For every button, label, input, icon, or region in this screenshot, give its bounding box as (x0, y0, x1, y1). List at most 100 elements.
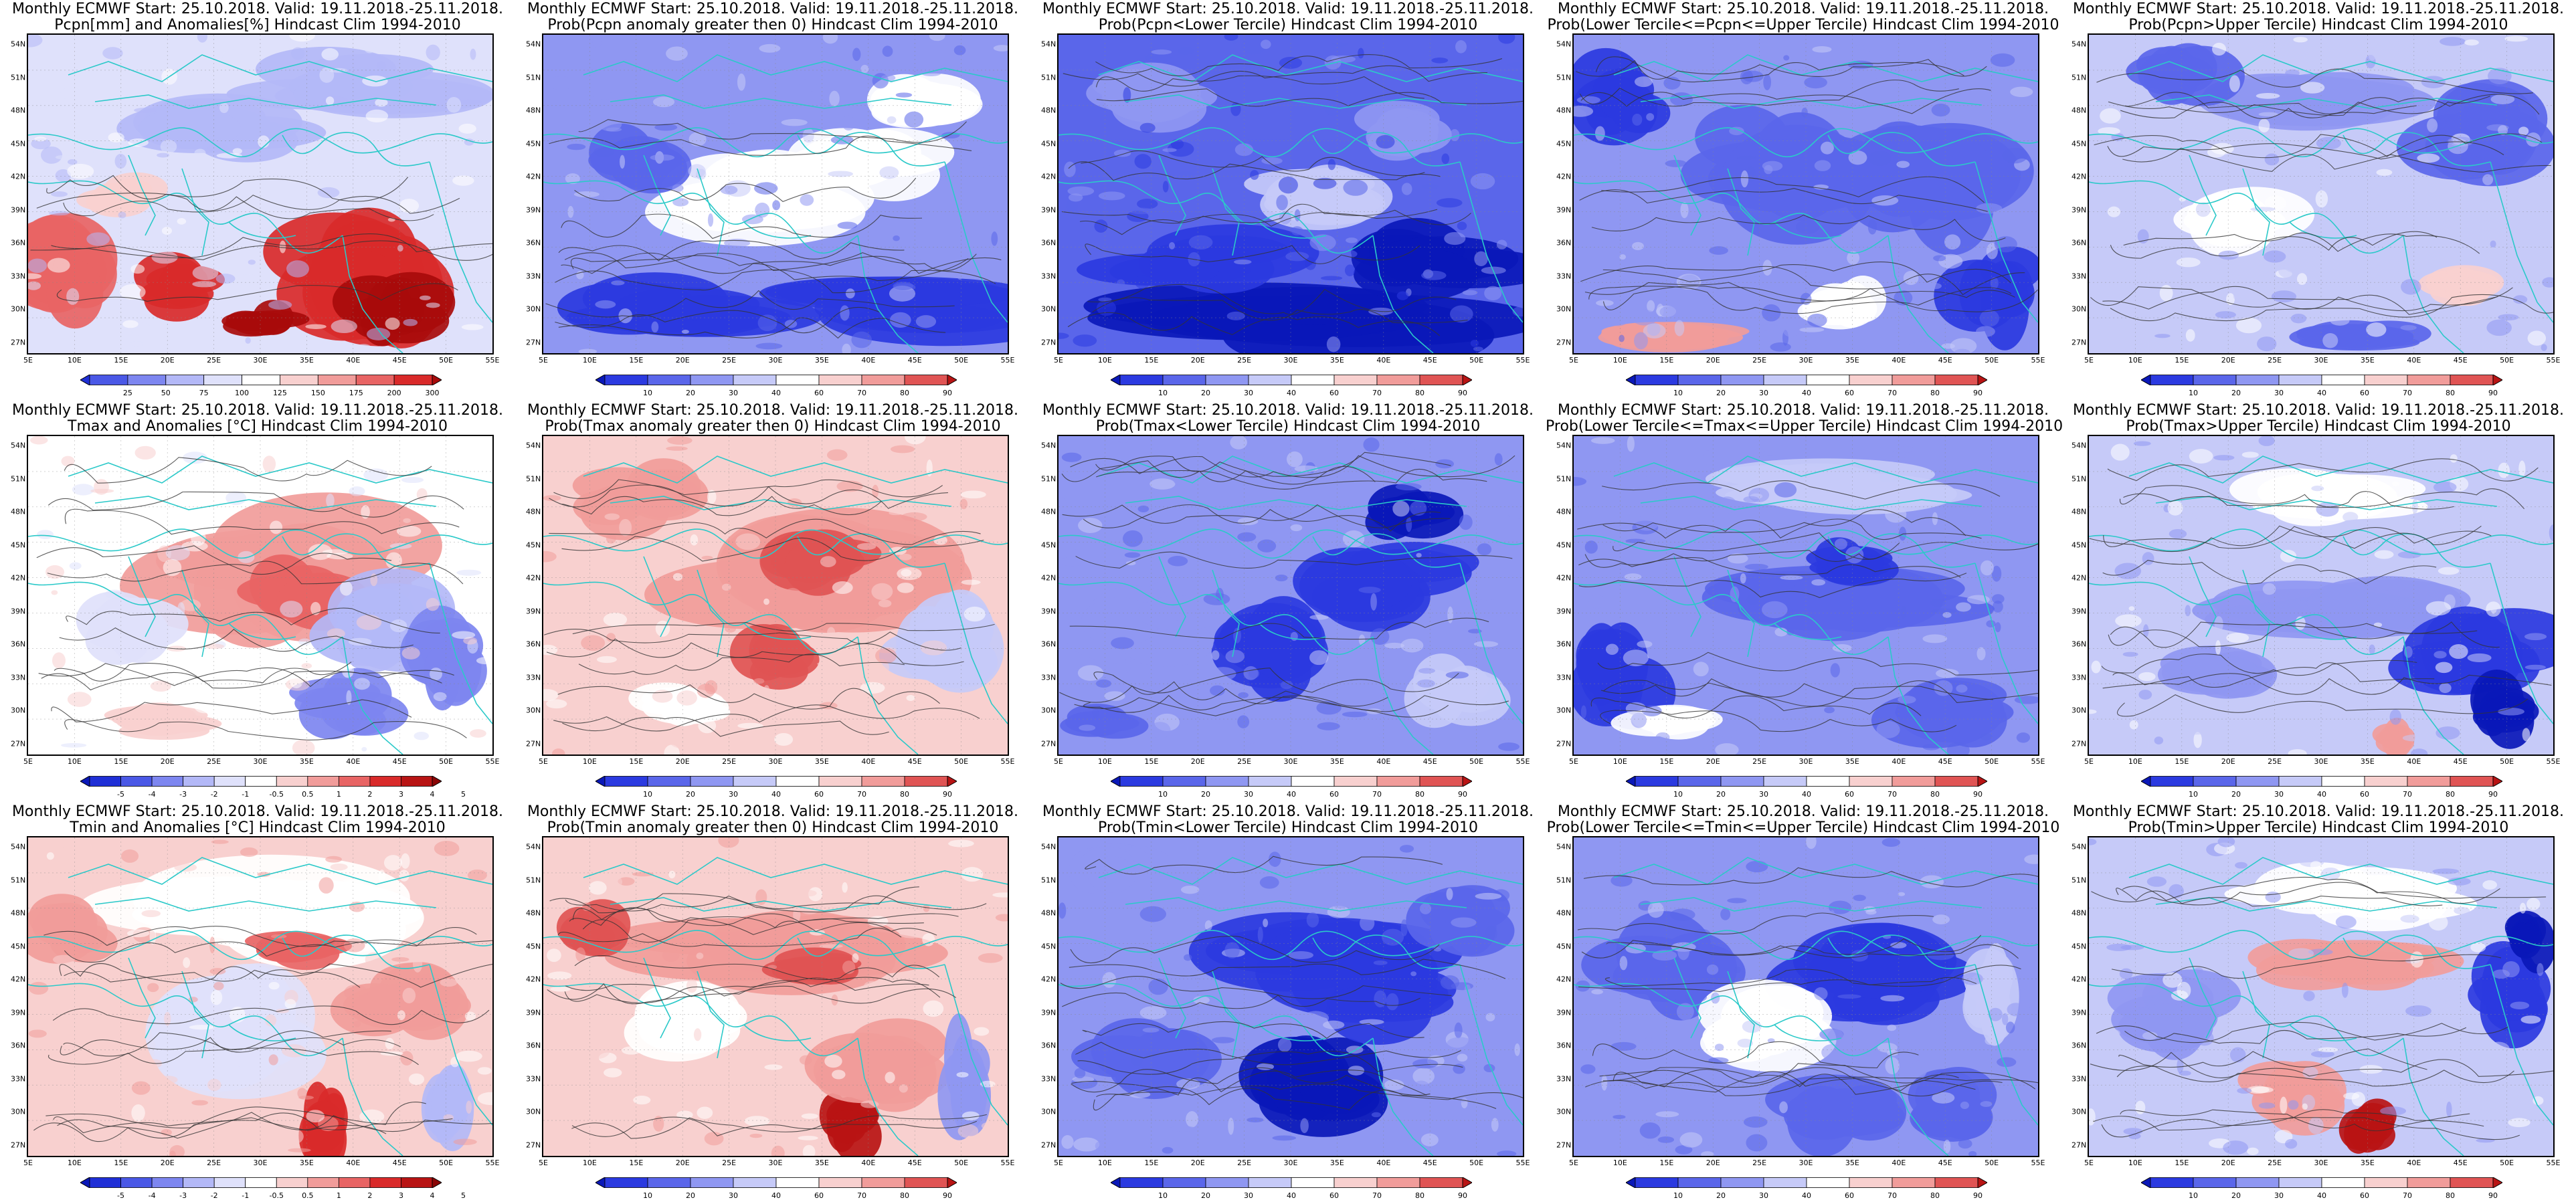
latitude-label: 39N (1556, 1008, 1572, 1017)
colorbar-label: 70 (1888, 389, 1897, 397)
longitude-label: 45E (907, 1159, 922, 1167)
colorbar-label: 80 (1415, 790, 1424, 799)
latitude-label: 39N (11, 607, 26, 616)
latitude-label: 51N (526, 73, 541, 82)
panel-title-line1: Monthly ECMWF Start: 25.10.2018. Valid: … (1042, 402, 1534, 419)
colorbar-label: 70 (1372, 790, 1382, 799)
longitude-label: 25E (1752, 757, 1767, 766)
latitude-label: 54N (1556, 842, 1572, 851)
latitude-label: 42N (11, 172, 26, 181)
colorbar (1626, 1177, 1987, 1188)
latitude-label: 30N (1041, 304, 1056, 314)
latitude-label: 42N (1556, 172, 1572, 181)
longitude-label: 10E (1613, 356, 1627, 365)
forecast-map-field (28, 35, 492, 353)
longitude-label: 10E (67, 757, 82, 766)
latitude-label: 36N (1041, 1041, 1056, 1050)
colorbar-label: 80 (1930, 790, 1940, 799)
latitude-label: 36N (11, 238, 26, 247)
colorbar-label: 40 (1802, 389, 1811, 397)
colorbar-label: 10 (1158, 389, 1168, 397)
colorbar (2141, 1177, 2502, 1188)
panel-title-line2: Prob(Tmax<Lower Tercile) Hindcast Clim 1… (1095, 418, 1481, 435)
longitude-label: 25E (1752, 356, 1767, 365)
latitude-label: 51N (526, 876, 541, 885)
colorbar-label: 60 (814, 790, 824, 799)
colorbar-label: 30 (1759, 389, 1768, 397)
forecast-map-field (543, 35, 1008, 353)
longitude-label: 30E (2314, 356, 2328, 365)
map-frame (1572, 836, 2039, 1157)
longitude-label: 30E (768, 757, 783, 766)
colorbar-label: 20 (1201, 1191, 1210, 1200)
colorbar-label: 10 (2189, 1191, 2198, 1200)
latitude-label: 27N (1041, 739, 1056, 748)
latitude-label: 39N (526, 1008, 541, 1017)
panel-title-line2: Prob(Pcpn anomaly greater then 0) Hindca… (547, 17, 998, 33)
latitude-label: 33N (11, 272, 26, 281)
latitude-label: 39N (1041, 607, 1056, 616)
colorbar-label: 60 (1845, 389, 1854, 397)
longitude-label: 25E (722, 356, 737, 365)
longitude-label: 20E (1190, 356, 1205, 365)
latitude-label: 30N (1556, 706, 1572, 715)
colorbar-label: 90 (943, 1191, 952, 1200)
map-frame (1057, 33, 1524, 355)
colorbar-label: 90 (2488, 790, 2498, 799)
latitude-label: 42N (1041, 975, 1056, 984)
colorbar-label: 80 (1415, 389, 1424, 397)
longitude-label: 40E (1376, 356, 1391, 365)
latitude-label: 51N (1041, 73, 1056, 82)
colorbar-label: 60 (814, 1191, 824, 1200)
colorbar-label: 10 (1158, 1191, 1168, 1200)
longitude-label: 10E (67, 356, 82, 365)
longitude-label: 30E (768, 356, 783, 365)
colorbar-label: 80 (2446, 389, 2455, 397)
latitude-label: 27N (1556, 739, 1572, 748)
colorbar-label: -4 (148, 1191, 156, 1200)
colorbar-label: 90 (943, 389, 952, 397)
latitude-label: 51N (1556, 876, 1572, 885)
latitude-label: 51N (1041, 474, 1056, 484)
longitude-label: 5E (1054, 1159, 1063, 1167)
latitude-label: 33N (526, 673, 541, 682)
latitude-label: 42N (526, 573, 541, 583)
colorbar-label: 40 (2317, 389, 2326, 397)
forecast-map-field (543, 837, 1008, 1156)
panel-title-line1: Monthly ECMWF Start: 25.10.2018. Valid: … (2072, 803, 2565, 820)
longitude-label: 5E (23, 1159, 33, 1167)
colorbar-label: 90 (1458, 1191, 1467, 1200)
colorbar-label: 70 (1888, 790, 1897, 799)
colorbar (2141, 375, 2502, 385)
latitude-label: 39N (526, 607, 541, 616)
longitude-label: 30E (2314, 757, 2328, 766)
colorbar-label: 10 (2189, 790, 2198, 799)
colorbar-label: -3 (179, 790, 187, 799)
panel-title-line1: Monthly ECMWF Start: 25.10.2018. Valid: … (527, 1, 1019, 17)
map-frame (2088, 33, 2555, 355)
longitude-label: 20E (1190, 1159, 1205, 1167)
latitude-label: 33N (11, 1074, 26, 1084)
colorbar-label: 3 (398, 790, 403, 799)
forecast-panel-tmax-1: Monthly ECMWF Start: 25.10.2018. Valid: … (0, 401, 515, 803)
colorbar-label: 20 (686, 389, 695, 397)
colorbar (80, 776, 442, 787)
panel-title-line1: Monthly ECMWF Start: 25.10.2018. Valid: … (1042, 803, 1534, 820)
latitude-label: 51N (11, 474, 26, 484)
longitude-label: 50E (439, 356, 454, 365)
colorbar-label: 20 (1201, 790, 1210, 799)
colorbar-label: 75 (199, 389, 209, 397)
longitude-label: 50E (439, 757, 454, 766)
latitude-label: 33N (1041, 1074, 1056, 1084)
longitude-label: 5E (2084, 1159, 2094, 1167)
latitude-label: 42N (526, 172, 541, 181)
latitude-label: 27N (2072, 338, 2087, 347)
longitude-label: 45E (392, 356, 407, 365)
map-frame (1572, 435, 2039, 756)
map-frame (2088, 435, 2555, 756)
longitude-label: 30E (1799, 757, 1813, 766)
latitude-label: 33N (2072, 272, 2087, 281)
colorbar-label: 70 (857, 1191, 866, 1200)
forecast-map-field (1059, 35, 1523, 353)
latitude-label: 54N (11, 842, 26, 851)
